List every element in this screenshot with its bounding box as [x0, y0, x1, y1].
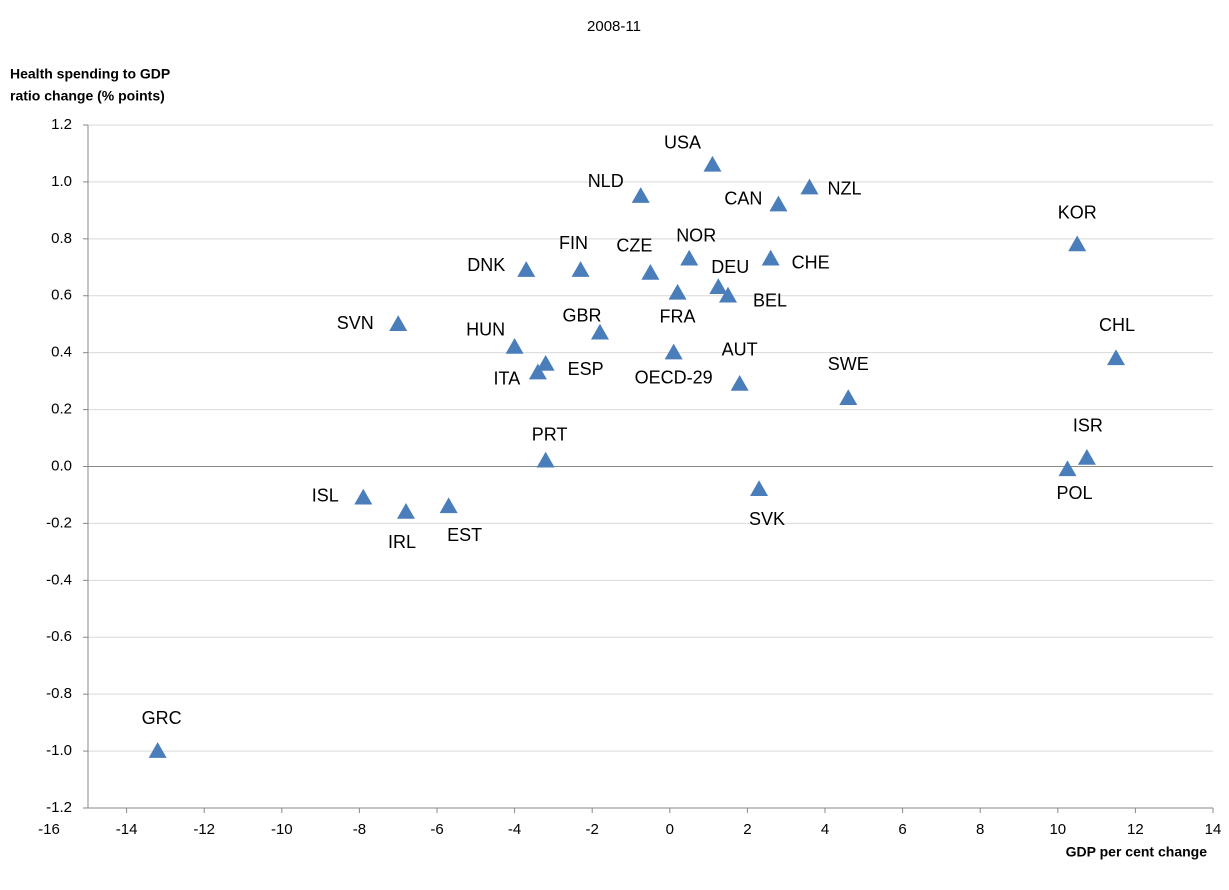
x-tick-label: -4 — [508, 821, 521, 838]
point-label: OECD-29 — [635, 367, 713, 387]
point-label: CHE — [792, 253, 830, 273]
x-tick-label: -10 — [271, 821, 293, 838]
x-tick-label: -16 — [38, 821, 60, 838]
point-label: ISL — [312, 486, 339, 506]
point-label: CAN — [724, 188, 762, 208]
marker — [680, 249, 699, 266]
point-label: GRC — [142, 708, 182, 728]
marker — [761, 249, 780, 266]
point-label: NLD — [588, 171, 624, 191]
point-label: FIN — [559, 233, 588, 253]
marker — [505, 337, 524, 354]
x-tick-label: -6 — [430, 821, 443, 838]
marker — [668, 283, 687, 300]
point-label: PRT — [532, 425, 568, 445]
y-tick-label: -1.0 — [46, 742, 72, 759]
point-label: ISR — [1073, 416, 1103, 436]
point-label: CZE — [616, 236, 652, 256]
point-label: USA — [664, 133, 701, 153]
x-tick-label: 6 — [898, 821, 906, 838]
y-tick-label: -0.6 — [46, 628, 72, 645]
x-axis-label: GDP per cent change — [1066, 844, 1208, 860]
marker — [703, 155, 722, 172]
marker — [1068, 235, 1087, 252]
marker — [1107, 349, 1125, 366]
y-tick-label: -0.8 — [46, 685, 72, 702]
marker — [719, 286, 737, 303]
marker — [641, 263, 660, 280]
x-tick-label: 8 — [976, 821, 984, 838]
point-label: NOR — [676, 226, 716, 246]
marker — [769, 195, 788, 212]
y-tick-label: -1.2 — [46, 799, 72, 816]
y-axis-label: ratio change (% points) — [10, 88, 165, 104]
marker — [664, 343, 683, 360]
x-tick-label: 2 — [743, 821, 751, 838]
point-label: HUN — [466, 320, 505, 340]
point-label: POL — [1056, 483, 1092, 503]
y-tick-label: 0.4 — [51, 344, 72, 361]
point-label: CHL — [1099, 315, 1135, 335]
x-tick-label: -2 — [586, 821, 599, 838]
marker — [536, 355, 555, 371]
x-tick-label: -8 — [353, 821, 366, 838]
point-label: ESP — [568, 359, 604, 379]
x-tick-label: 0 — [666, 821, 674, 838]
y-tick-label: 1.2 — [51, 116, 72, 133]
point-label: SVN — [337, 313, 374, 333]
point-label: IRL — [388, 532, 416, 552]
marker — [1077, 448, 1096, 465]
point-label: EST — [447, 525, 482, 545]
y-tick-label: -0.4 — [46, 571, 72, 588]
marker — [571, 261, 590, 277]
marker — [439, 497, 458, 514]
chart-title: 2008-11 — [587, 18, 641, 35]
marker — [709, 278, 728, 294]
x-tick-label: -12 — [193, 821, 215, 838]
x-tick-label: 12 — [1127, 821, 1144, 838]
marker — [536, 451, 555, 468]
marker — [517, 261, 536, 277]
point-label: ITA — [494, 368, 521, 388]
point-label: DNK — [467, 255, 505, 275]
marker — [750, 480, 769, 497]
marker — [396, 503, 415, 519]
marker — [354, 488, 373, 505]
point-label: KOR — [1058, 202, 1097, 222]
point-label: SWE — [828, 354, 869, 374]
point-label: SVK — [749, 509, 785, 529]
y-axis-label: Health spending to GDP — [10, 66, 170, 82]
point-label: NZL — [827, 178, 861, 198]
point-label: AUT — [722, 340, 758, 360]
point-label: BEL — [753, 291, 787, 311]
marker — [590, 323, 609, 340]
x-tick-label: 4 — [821, 821, 829, 838]
y-tick-label: 1.0 — [51, 173, 72, 190]
point-label: DEU — [711, 257, 749, 277]
y-tick-label: 0.6 — [51, 287, 72, 304]
x-tick-label: 14 — [1205, 821, 1222, 838]
y-tick-label: 0.2 — [51, 401, 72, 418]
x-tick-label: 10 — [1049, 821, 1066, 838]
marker — [800, 178, 819, 195]
marker — [1058, 460, 1077, 477]
y-tick-label: 0.8 — [51, 230, 72, 247]
marker — [631, 187, 650, 203]
point-label: FRA — [660, 307, 696, 327]
marker — [389, 315, 408, 331]
marker — [730, 374, 749, 391]
x-tick-label: -14 — [116, 821, 138, 838]
point-label: GBR — [562, 305, 601, 325]
marker — [528, 363, 547, 380]
y-tick-label: -0.2 — [46, 514, 72, 531]
y-tick-label: 0.0 — [51, 457, 72, 474]
marker — [839, 389, 858, 405]
marker — [148, 742, 167, 758]
